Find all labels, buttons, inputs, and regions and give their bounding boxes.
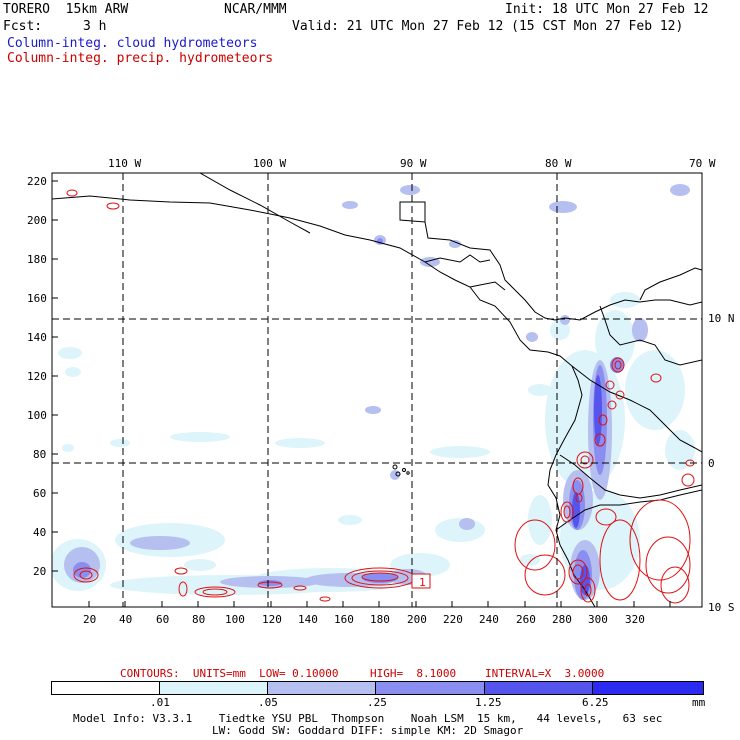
lon-label-70w: 70 W <box>689 157 716 170</box>
x-tick-label: 180 <box>370 613 390 626</box>
x-tick-label: 300 <box>588 613 608 626</box>
lat-label-10s: 10 S <box>708 601 735 614</box>
color-legend-bar <box>51 681 704 695</box>
x-tick-label: 160 <box>334 613 354 626</box>
lat-label-10n: 10 N <box>708 312 735 325</box>
x-tick-label: 100 <box>225 613 245 626</box>
y-tick-label: 40 <box>33 526 47 539</box>
legend-label: .01 <box>150 696 170 709</box>
init-time: Init: 18 UTC Mon 27 Feb 12 <box>505 2 709 17</box>
model-info-line1: Model Info: V3.3.1 Tiedtke YSU PBL Thomp… <box>73 712 663 725</box>
y-tick-label: 200 <box>27 214 47 227</box>
y-tick-label: 140 <box>27 331 47 344</box>
model-title: TORERO 15km ARW <box>3 2 129 17</box>
x-tick-label: 20 <box>83 613 97 626</box>
field-title-precip: Column-integ. precip. hydrometeors <box>7 51 274 66</box>
cloud-shading-layer <box>52 184 695 600</box>
lon-label-80w: 80 W <box>545 157 572 170</box>
x-tick-label: 280 <box>552 613 572 626</box>
x-tick-label: 220 <box>443 613 463 626</box>
y-tick-label: 160 <box>27 292 47 305</box>
valid-time: Valid: 21 UTC Mon 27 Feb 12 (15 CST Mon … <box>292 19 684 34</box>
x-tick-label: 120 <box>262 613 282 626</box>
forecast-hours: 3 h <box>83 19 107 34</box>
legend-swatch <box>376 682 485 694</box>
field-title-cloud: Column-integ. cloud hydrometeors <box>7 36 258 51</box>
lon-label-110w: 110 W <box>108 157 142 170</box>
y-tick-label: 100 <box>27 409 47 422</box>
contour-high: HIGH= 8.1000 <box>370 667 457 680</box>
org-label: NCAR/MMM <box>224 2 287 17</box>
x-tick-label: 240 <box>479 613 499 626</box>
y-tick-label: 80 <box>33 448 47 461</box>
y-tick-label: 180 <box>27 253 47 266</box>
contour-interval: INTERVAL=X 3.0000 <box>485 667 605 680</box>
contour-info: CONTOURS: UNITS=mm LOW= 0.10000 <box>120 667 339 680</box>
legend-swatch <box>268 682 376 694</box>
x-tick-label: 320 <box>625 613 645 626</box>
legend-label: 1.25 <box>475 696 502 709</box>
legend-label: 6.25 <box>582 696 609 709</box>
legend-swatch <box>52 682 160 694</box>
model-info-line2: LW: Godd SW: Goddard DIFF: simple KM: 2D… <box>212 724 524 737</box>
x-tick-label: 80 <box>192 613 206 626</box>
forecast-label: Fcst: <box>3 19 43 34</box>
lon-label-100w: 100 W <box>253 157 287 170</box>
legend-units: mm <box>692 696 706 709</box>
lon-label-90w: 90 W <box>400 157 427 170</box>
x-tick-label: 60 <box>156 613 170 626</box>
lat-label-0: 0 <box>708 457 715 470</box>
x-tick-label: 40 <box>119 613 133 626</box>
legend-swatch <box>160 682 268 694</box>
y-tick-label: 220 <box>27 175 47 188</box>
legend-label: .25 <box>367 696 387 709</box>
x-tick-label: 140 <box>298 613 318 626</box>
y-tick-label: 20 <box>33 565 47 578</box>
y-tick-label: 120 <box>27 370 47 383</box>
y-tick-label: 60 <box>33 487 47 500</box>
legend-label: .05 <box>258 696 278 709</box>
contour-box-label: 1 <box>419 576 426 589</box>
legend-swatch <box>485 682 593 694</box>
x-tick-label: 200 <box>407 613 427 626</box>
x-tick-label: 260 <box>516 613 536 626</box>
legend-swatch <box>593 682 703 694</box>
